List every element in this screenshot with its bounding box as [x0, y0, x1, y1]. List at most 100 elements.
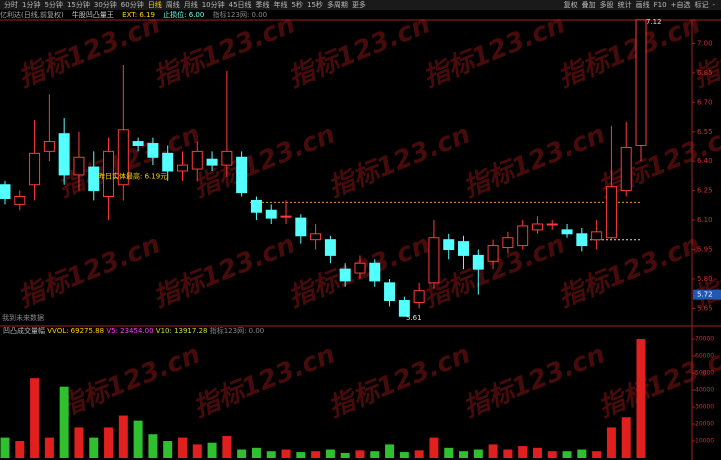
candle-body — [58, 133, 70, 176]
candle-body — [561, 229, 573, 235]
tool-button[interactable]: 多股 — [599, 1, 614, 9]
candle-body — [384, 282, 396, 302]
legend-item: V5: 23454.00 — [106, 327, 153, 335]
watermark: 指标123.cn — [14, 9, 164, 93]
candle-body — [295, 217, 307, 237]
volume-bar — [44, 437, 54, 458]
period-tab[interactable]: 月线 — [183, 1, 198, 9]
period-tab[interactable]: 30分钟 — [93, 1, 117, 9]
volume-bar — [532, 447, 542, 458]
y-tick-label: 5.65 — [697, 304, 713, 312]
period-tab[interactable]: 15分钟 — [66, 1, 90, 9]
period-tab[interactable]: 5秒 — [291, 1, 304, 9]
volume-bar — [459, 451, 469, 458]
candle-body — [147, 143, 159, 158]
tool-button[interactable]: 叠加 — [581, 1, 596, 9]
tool-button[interactable]: +自选 — [670, 1, 691, 9]
header: 亿利达(日线,前复权) 牛股凹凸量王 EXT: 6.19 止损位: 6.00 指… — [0, 10, 273, 20]
candle-body — [620, 146, 632, 192]
high-label: 7.12 — [646, 18, 662, 26]
volume-bar — [222, 435, 232, 458]
stop-value: 止损位: 6.00 — [163, 11, 205, 19]
period-tab[interactable]: 1分钟 — [22, 1, 41, 9]
period-tab[interactable]: 日线 — [147, 1, 162, 9]
volume-legend: 凹凸成交量幅 VVOL: 69275.88 V5: 23454.00 V10: … — [3, 326, 264, 335]
period-tab[interactable]: 多周期 — [326, 1, 348, 9]
indicator-name: 牛股凹凸量王 — [71, 11, 114, 19]
current-price-box — [693, 289, 721, 300]
volume-bar — [163, 441, 173, 458]
candle-body — [162, 152, 174, 172]
period-tab[interactable]: 分时 — [4, 1, 18, 9]
period-tab[interactable]: 60分钟 — [120, 1, 144, 9]
candle-body — [458, 241, 470, 256]
watermark: 指标123.cn — [324, 119, 474, 203]
candle-body — [635, 19, 647, 146]
y-tick-label: 6.85 — [697, 69, 713, 77]
volume-bar — [237, 449, 247, 458]
candle-body — [369, 262, 381, 282]
watermark: 指标123.cn — [189, 339, 339, 423]
footnote: 我到未来数据 — [2, 313, 44, 322]
volume-bar — [74, 427, 84, 458]
period-tab[interactable]: 更多 — [351, 1, 366, 9]
volume-bar — [325, 449, 335, 458]
y-tick-label: 6.70 — [697, 98, 713, 106]
candle-body — [354, 262, 366, 274]
candle-body — [176, 164, 188, 172]
y-tick-label: 6.40 — [697, 157, 713, 165]
volume-bar — [385, 444, 395, 458]
y-tick-label: 20000 — [695, 421, 714, 428]
volume-bar — [562, 451, 572, 458]
period-tab[interactable]: 年线 — [273, 1, 288, 9]
volume-bar — [473, 449, 483, 458]
tool-button[interactable]: 统计 — [617, 1, 632, 9]
candle-body — [531, 223, 543, 231]
tool-button[interactable]: 画线 — [635, 1, 650, 9]
y-tick-label: 30000 — [695, 404, 714, 411]
period-tab[interactable]: 45日线 — [228, 1, 252, 9]
candle-body — [546, 223, 558, 226]
period-tab[interactable]: 周线 — [165, 1, 180, 9]
watermark: 指标123.cn — [54, 339, 204, 423]
watermark: 指标123.cn — [324, 339, 474, 423]
candle-body — [103, 150, 115, 198]
volume-bar — [296, 452, 306, 458]
y-tick-label: 40000 — [695, 387, 714, 394]
y-tick-label: 6.55 — [697, 128, 713, 136]
volume-bar — [636, 339, 646, 458]
y-tick-label: 6.10 — [697, 216, 713, 224]
candle-body — [14, 196, 26, 205]
volume-bar — [414, 450, 424, 458]
candle-body — [339, 268, 351, 282]
period-tab[interactable]: 10分钟 — [201, 1, 225, 9]
site-value: 指标123网: 0.00 — [212, 11, 268, 19]
volume-bar — [518, 446, 528, 458]
tool-button[interactable]: 复权 — [563, 1, 578, 9]
candle-body — [221, 150, 233, 166]
period-tab[interactable]: 15秒 — [307, 1, 323, 9]
volume-bar — [311, 451, 321, 458]
y-tick-label: 7.00 — [697, 39, 713, 47]
watermark: 指标123.cn — [419, 9, 569, 93]
candle-body — [502, 237, 514, 249]
legend-item: VVOL: 69275.88 — [47, 327, 104, 335]
tool-button[interactable]: - — [712, 1, 715, 9]
volume-bar — [399, 452, 409, 458]
candle-body — [206, 158, 218, 166]
candle-body — [29, 152, 41, 186]
candle-body — [517, 225, 529, 247]
period-tab[interactable]: 季线 — [255, 1, 270, 9]
volume-bar — [0, 437, 10, 458]
watermark: 指标123.cn — [459, 339, 609, 423]
period-tab[interactable]: 5分钟 — [44, 1, 63, 9]
candle-body — [310, 233, 322, 241]
candle-body — [576, 233, 588, 247]
watermark: 指标123.cn — [14, 229, 164, 313]
candle-body — [324, 239, 336, 256]
candle-body — [280, 215, 292, 218]
tool-button[interactable]: 标记 — [694, 1, 709, 9]
tool-button[interactable]: F10 — [653, 1, 667, 9]
y-tick-label: 6.25 — [697, 187, 713, 195]
volume-bar — [148, 434, 158, 458]
